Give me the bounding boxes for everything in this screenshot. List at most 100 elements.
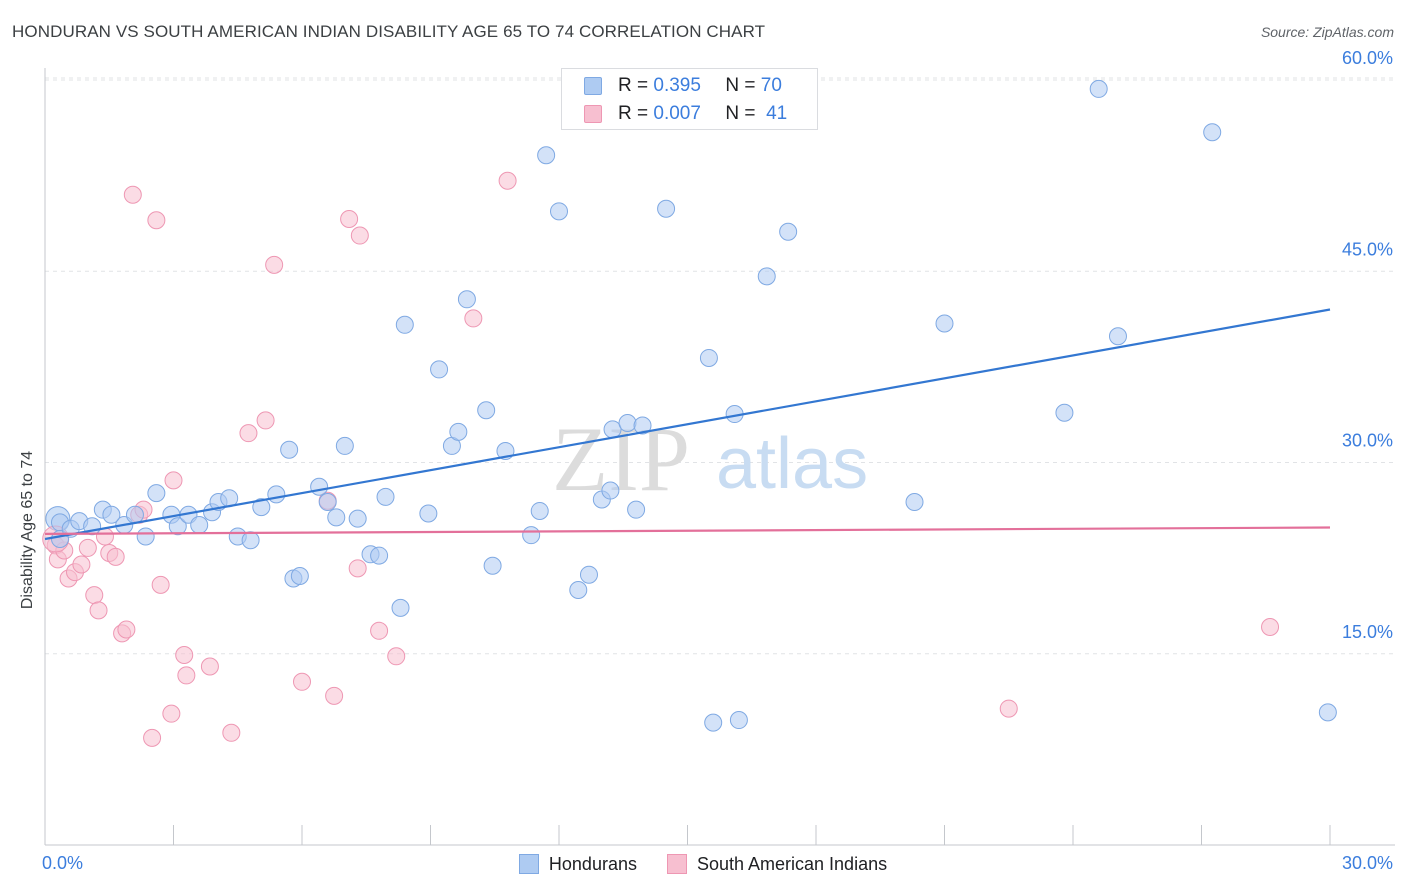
data-point-south-american-indians — [293, 672, 311, 691]
grid-lines — [45, 77, 1395, 655]
data-point-hondurans — [147, 484, 166, 503]
data-point-hondurans — [1318, 703, 1337, 722]
legend-swatch-blue — [584, 77, 602, 95]
data-point-hondurans — [1203, 123, 1222, 142]
data-point-hondurans — [905, 493, 924, 512]
data-point-hondurans — [530, 501, 549, 520]
series-legend: Hondurans South American Indians — [0, 851, 1406, 877]
legend-n-value: 70 — [760, 75, 782, 96]
data-point-south-american-indians — [265, 255, 284, 274]
data-point-south-american-indians — [222, 723, 241, 742]
data-point-south-american-indians — [72, 555, 91, 574]
data-point-hondurans — [252, 498, 271, 517]
data-point-hondurans — [657, 199, 676, 218]
data-point-hondurans — [618, 413, 637, 432]
data-point-hondurans — [241, 531, 260, 550]
data-point-hondurans — [1108, 327, 1127, 346]
correlation-legend: R = 0.395 N = 70 R = 0.007 N = 41 — [561, 68, 818, 130]
x-tick-label: 0.0% — [42, 853, 83, 873]
data-point-hondurans — [168, 517, 187, 536]
data-point-south-american-indians — [151, 575, 170, 594]
data-point-hondurans — [601, 481, 620, 500]
data-point-hondurans — [699, 348, 718, 367]
legend-row-hondurans: R = 0.395 N = 70 — [584, 72, 782, 100]
data-point-hondurans — [1089, 79, 1108, 98]
data-point-south-american-indians — [464, 309, 483, 328]
data-point-south-american-indians — [239, 424, 258, 443]
trend-line-hondurans — [44, 308, 1331, 541]
data-point-hondurans — [370, 546, 389, 565]
data-point-hondurans — [627, 500, 646, 519]
data-point-hondurans — [483, 556, 502, 575]
data-point-south-american-indians — [370, 621, 389, 640]
data-point-south-american-indians — [117, 620, 136, 639]
data-point-hondurans — [125, 505, 144, 524]
data-point-hondurans — [579, 565, 598, 584]
data-point-hondurans — [537, 146, 556, 165]
data-point-hondurans — [704, 713, 723, 732]
legend-label-hondurans: Hondurans — [548, 853, 637, 874]
data-point-south-american-indians — [325, 686, 344, 705]
legend-r-label: R = — [618, 75, 649, 96]
data-point-hondurans — [779, 222, 798, 241]
legend-item-south-american-indians: South American Indians — [666, 853, 888, 875]
trend-lines — [44, 308, 1331, 541]
data-point-hondurans — [376, 487, 395, 506]
data-point-south-american-indians — [348, 559, 367, 578]
data-point-south-american-indians — [123, 185, 142, 204]
data-point-hondurans — [477, 401, 496, 420]
source-label: Source: ZipAtlas.com — [1260, 24, 1394, 40]
data-point-south-american-indians — [387, 647, 406, 666]
data-point-hondurans — [348, 509, 367, 528]
data-point-hondurans — [522, 526, 541, 545]
data-point-hondurans — [267, 485, 286, 504]
legend-swatch-pink — [666, 854, 687, 874]
data-point-hondurans — [327, 508, 346, 527]
legend-swatch-pink — [584, 105, 602, 123]
data-point-south-american-indians — [177, 666, 196, 685]
data-point-hondurans — [419, 504, 438, 523]
data-point-hondurans — [190, 515, 209, 534]
data-point-hondurans — [280, 440, 299, 459]
data-point-hondurans — [430, 360, 449, 379]
series-hondurans — [42, 79, 1337, 732]
legend-n-label: N = — [725, 75, 756, 96]
data-point-south-american-indians — [164, 471, 183, 490]
series-south-american-indians — [46, 171, 1280, 747]
legend-row-south-american-indians: R = 0.007 N = 41 — [584, 100, 787, 128]
axes — [44, 68, 1395, 846]
y-tick-label: 30.0% — [1342, 431, 1393, 451]
watermark: ZIP atlas — [552, 408, 868, 510]
data-point-hondurans — [310, 477, 329, 496]
data-point-south-american-indians — [89, 601, 108, 620]
legend-r-label: R = — [618, 103, 649, 124]
data-point-south-american-indians — [340, 209, 359, 228]
legend-n-label: N = — [725, 103, 756, 124]
data-point-hondurans — [1055, 403, 1074, 422]
y-tick-label: 60.0% — [1342, 48, 1393, 68]
data-point-hondurans — [757, 267, 776, 286]
chart-title: HONDURAN VS SOUTH AMERICAN INDIAN DISABI… — [12, 22, 766, 41]
data-point-hondurans — [395, 315, 414, 334]
data-point-south-american-indians — [350, 226, 369, 245]
data-point-south-american-indians — [78, 538, 97, 557]
legend-r-value: 0.395 — [653, 75, 701, 96]
x-tick-label: 30.0% — [1342, 853, 1393, 873]
data-point-hondurans — [136, 527, 155, 546]
data-point-hondurans — [550, 202, 568, 221]
legend-item-hondurans: Hondurans — [518, 853, 637, 875]
data-point-hondurans — [318, 493, 337, 512]
y-tick-label: 15.0% — [1342, 622, 1393, 642]
legend-label-south-american-indians: South American Indians — [696, 853, 888, 874]
y-tick-label: 45.0% — [1342, 239, 1393, 259]
data-point-hondurans — [102, 505, 121, 524]
data-point-south-american-indians — [85, 586, 104, 605]
data-point-hondurans — [391, 598, 410, 617]
data-point-south-american-indians — [1261, 617, 1280, 636]
data-point-south-american-indians — [175, 646, 194, 665]
data-point-south-american-indians — [256, 411, 275, 430]
legend-r-value: 0.007 — [653, 103, 701, 124]
watermark-atlas: atlas — [716, 424, 868, 504]
data-point-hondurans — [935, 314, 954, 333]
